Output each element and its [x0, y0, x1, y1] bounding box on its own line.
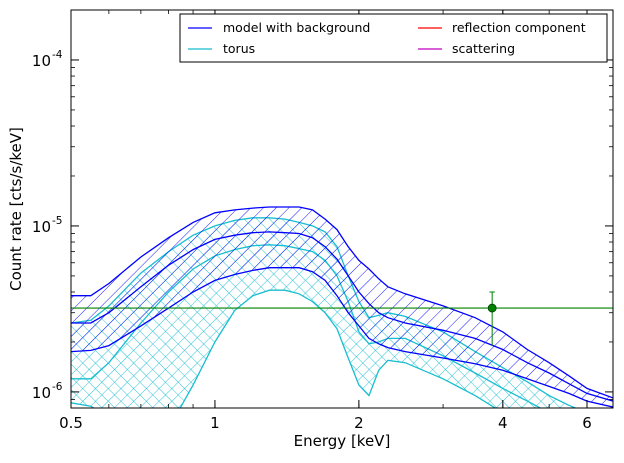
x-tick-label: 4 — [498, 414, 508, 432]
y-tick-label: 10 — [32, 218, 51, 236]
tick-labels: 0.5 1 2 4 610-610-510-4 — [32, 49, 592, 432]
model-lower-line — [71, 267, 613, 408]
x-tick-label: 2 — [354, 414, 364, 432]
x-tick-label: 0.5 — [59, 414, 83, 432]
data-point-marker — [487, 303, 497, 313]
y-axis-label: Count rate [cts/s/keV] — [7, 127, 25, 291]
torus-lower-line — [71, 289, 497, 408]
legend-label-torus: torus — [223, 41, 255, 56]
plot-area — [71, 206, 613, 408]
legend-box — [179, 13, 608, 63]
legend-label-reflection: reflection component — [452, 20, 586, 35]
model-band — [71, 207, 613, 408]
y-tick-label: 10 — [32, 384, 51, 402]
y-tick-label-exponent: -4 — [52, 49, 63, 61]
x-tick-label: 1 — [210, 414, 220, 432]
y-tick-label-exponent: -5 — [52, 215, 62, 227]
x-axis-label: Energy [keV] — [294, 432, 391, 450]
axis-ticks — [70, 10, 613, 408]
legend-label-model: model with background — [223, 20, 370, 35]
legend-label-scattering: scattering — [452, 41, 515, 56]
y-tick-label-exponent: -6 — [52, 381, 63, 393]
legend: model with background reflection compone… — [179, 13, 608, 63]
model-median-line — [71, 231, 613, 402]
model-upper-line — [71, 206, 613, 399]
x-tick-label: 6 — [582, 414, 592, 432]
y-tick-label: 10 — [32, 52, 51, 70]
plot-frame — [70, 9, 614, 409]
